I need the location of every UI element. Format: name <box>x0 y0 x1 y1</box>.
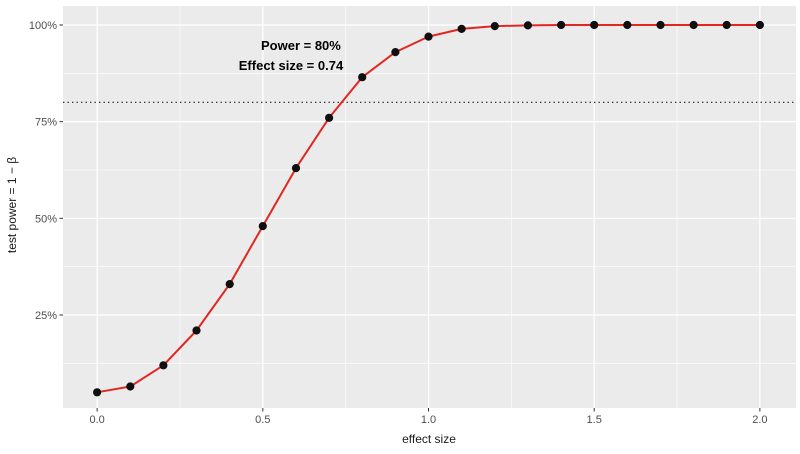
axis-tick-labels: 0.0 0.5 1.0 1.5 2.0 25% 50% 75% 100% <box>29 20 768 426</box>
x-tick-label: 1.5 <box>587 414 602 426</box>
data-point <box>623 20 632 30</box>
x-tick-label: 0.5 <box>255 414 270 426</box>
data-point <box>225 280 234 289</box>
x-tick-label: 0.0 <box>89 414 104 426</box>
data-point <box>755 20 765 30</box>
data-point <box>258 222 267 231</box>
y-tick-label: 75% <box>35 117 57 129</box>
annotation-label: Effect size = 0.74 <box>239 58 344 73</box>
data-point <box>126 382 135 391</box>
data-point <box>457 24 466 33</box>
annotation-label: Power = 80% <box>261 38 341 53</box>
data-point <box>424 32 433 41</box>
data-point <box>523 21 533 30</box>
y-tick-label: 25% <box>35 310 57 322</box>
data-point <box>656 20 665 30</box>
data-point <box>722 20 731 30</box>
data-point <box>192 326 201 335</box>
plot-panel <box>63 6 796 408</box>
x-tick-label: 2.0 <box>752 414 767 426</box>
data-point <box>590 20 599 30</box>
axis-ticks <box>59 24 761 412</box>
data-point <box>358 73 367 82</box>
y-axis-title: test power = 1 − β <box>5 157 19 253</box>
annotations: Power = 80% Effect size = 0.74 <box>239 38 344 73</box>
data-point <box>689 20 698 30</box>
gridlines-minor <box>63 6 796 408</box>
power-curve-points <box>93 20 765 397</box>
x-axis-title: effect size <box>402 432 456 446</box>
data-point <box>490 22 499 31</box>
data-point <box>391 48 400 57</box>
y-tick-label: 50% <box>35 213 57 225</box>
data-point <box>93 388 102 397</box>
x-tick-label: 1.0 <box>421 414 436 426</box>
data-point <box>325 113 334 122</box>
gridlines-major <box>63 6 796 408</box>
data-point <box>291 164 301 173</box>
data-point <box>159 361 168 370</box>
data-point <box>557 20 566 30</box>
y-tick-label: 100% <box>29 20 57 32</box>
